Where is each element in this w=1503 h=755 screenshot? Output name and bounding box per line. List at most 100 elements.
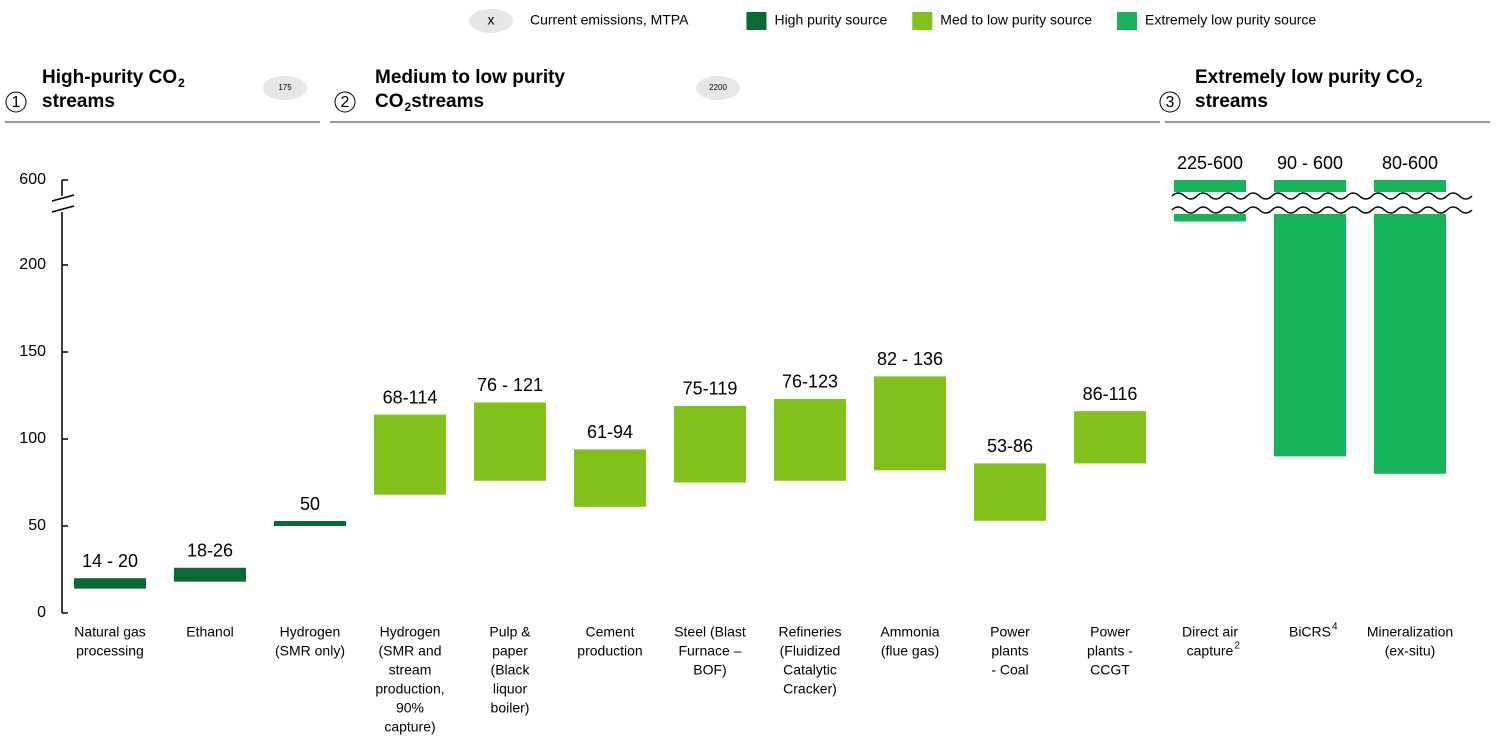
- range-bar: [74, 578, 146, 589]
- value-label: 53-86: [987, 436, 1033, 456]
- legend-swatch: [912, 12, 933, 30]
- x-tick-label: capture): [384, 719, 435, 735]
- x-tick-label: Direct air: [1182, 624, 1238, 640]
- header-number: 2: [341, 94, 350, 111]
- x-tick-label: BOF): [693, 662, 726, 678]
- x-tick-label: Mineralization: [1367, 624, 1453, 640]
- range-bar: [774, 398, 846, 481]
- x-tick-label: Ethanol: [186, 624, 233, 640]
- x-tick-label: Hydrogen: [380, 624, 441, 640]
- range-bar: [574, 449, 646, 507]
- legend-marker: x: [488, 12, 495, 28]
- break-line: [1171, 206, 1473, 214]
- x-tick-label: (SMR and: [378, 643, 441, 659]
- legend-swatch: [1117, 12, 1138, 30]
- value-label: 225-600: [1177, 153, 1243, 173]
- x-tick-label: capture: [1187, 643, 1234, 659]
- value-label: 61-94: [587, 422, 633, 442]
- range-bar: [674, 405, 746, 483]
- x-tick-label: Pulp &: [489, 624, 531, 640]
- value-label: 86-116: [1083, 384, 1138, 404]
- y-tick-label: 200: [19, 256, 46, 273]
- x-tick-label: Power: [990, 624, 1030, 640]
- y-tick-label: 150: [19, 343, 46, 360]
- x-tick-label: Catalytic: [783, 662, 837, 678]
- emissions-label: 175: [278, 83, 292, 92]
- value-label: 80-600: [1382, 153, 1438, 173]
- value-label: 90 - 600: [1277, 153, 1343, 173]
- axis-break: [51, 194, 75, 202]
- x-tick-label: Furnace –: [678, 643, 741, 659]
- value-label: 82 - 136: [877, 349, 943, 369]
- header-text: Extremely low purity CO: [1195, 67, 1415, 88]
- emissions-label: 2200: [709, 83, 727, 92]
- range-bar: [874, 376, 946, 471]
- x-tick-label: (Fluidized: [780, 643, 841, 659]
- header-subscript: 2: [1416, 76, 1423, 90]
- range-bar: [374, 414, 446, 495]
- value-label: 68-114: [383, 387, 438, 407]
- value-label: 75-119: [683, 379, 738, 399]
- range-bar: [474, 402, 546, 481]
- x-tick-label: (flue gas): [881, 643, 939, 659]
- range-bar: [274, 521, 346, 526]
- value-label: 76 - 121: [477, 375, 543, 395]
- legend-swatch: [746, 12, 767, 30]
- range-bar: [174, 567, 246, 582]
- x-tick-label: production: [577, 643, 642, 659]
- x-tick-label: processing: [76, 643, 144, 659]
- x-tick-label: paper: [492, 643, 528, 659]
- x-tick-label: Power: [1090, 624, 1130, 640]
- header-text: Medium to low purity: [375, 67, 565, 88]
- break-line: [1171, 192, 1473, 200]
- header-text: CO: [375, 91, 404, 112]
- x-tick-label: 90%: [396, 700, 424, 716]
- x-tick-footnote: 4: [1332, 622, 1338, 633]
- x-tick-label: Refineries: [778, 624, 841, 640]
- header-number-circle: [334, 91, 356, 113]
- x-tick-label: liquor: [493, 681, 528, 697]
- header-number-circle: [5, 91, 27, 113]
- x-tick-label: Natural gas: [74, 624, 146, 640]
- legend-bubble: [469, 9, 513, 33]
- y-tick-label: 600: [19, 171, 46, 188]
- legend-label: High purity source: [774, 12, 887, 28]
- range-bar: [1074, 411, 1146, 464]
- y-tick-label: 50: [28, 517, 46, 534]
- x-tick-label: CCGT: [1090, 662, 1130, 678]
- value-label: 14 - 20: [82, 551, 138, 571]
- x-tick-label: Ammonia: [880, 624, 939, 640]
- y-tick-label: 0: [37, 604, 46, 621]
- x-tick-label: Steel (Blast: [674, 624, 746, 640]
- range-bar: [1274, 180, 1346, 457]
- x-tick-label: Cracker): [783, 681, 837, 697]
- value-label: 76-123: [782, 372, 838, 392]
- header-number: 3: [1166, 94, 1175, 111]
- break-band: [1172, 192, 1448, 214]
- x-tick-label: production,: [375, 681, 444, 697]
- y-tick-label: 100: [19, 430, 46, 447]
- legend-label: Extremely low purity source: [1145, 12, 1316, 28]
- emissions-bubble: [696, 76, 740, 100]
- x-tick-label: plants -: [1087, 643, 1133, 659]
- range-bar: [1374, 180, 1446, 474]
- header-subscript: 2: [178, 76, 185, 90]
- x-tick-label: - Coal: [991, 662, 1028, 678]
- range-bar: [974, 463, 1046, 521]
- header-text: streams: [411, 91, 484, 112]
- x-tick-label: (Black: [491, 662, 531, 678]
- header-subscript: 2: [405, 100, 412, 114]
- value-label: 18-26: [187, 541, 233, 561]
- header-number-circle: [1159, 91, 1181, 113]
- x-tick-label: (SMR only): [275, 643, 345, 659]
- x-tick-label: Hydrogen: [280, 624, 341, 640]
- header-text: High-purity CO: [42, 67, 177, 88]
- x-tick-label: plants: [991, 643, 1028, 659]
- legend-label: Med to low purity source: [940, 12, 1092, 28]
- legend-label: Current emissions, MTPA: [530, 12, 689, 28]
- value-label: 50: [300, 494, 320, 514]
- x-tick-label: stream: [389, 662, 432, 678]
- header-number: 1: [12, 94, 21, 111]
- header-text: streams: [42, 91, 115, 112]
